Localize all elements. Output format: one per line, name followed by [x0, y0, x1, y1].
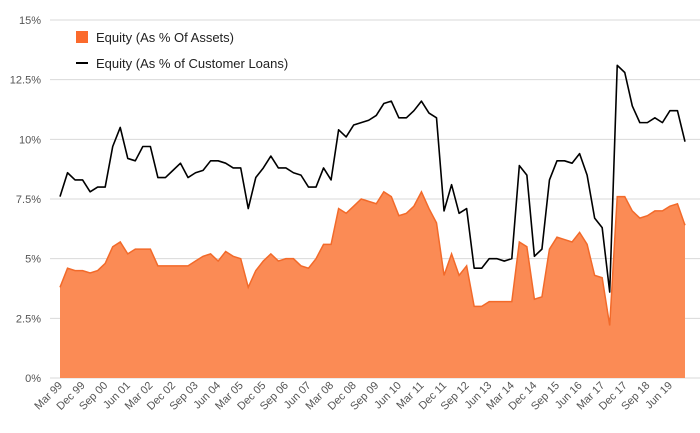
area-edge-equity-assets [59, 190, 686, 326]
area-equity-assets [60, 191, 685, 378]
legend-item-equity-loans: Equity (As % of Customer Loans) [76, 53, 288, 73]
legend-swatch-line [76, 62, 88, 64]
y-tick-label: 0% [25, 373, 41, 385]
legend-label-equity-assets: Equity (As % Of Assets) [96, 29, 234, 45]
line-series [59, 64, 686, 293]
legend: Equity (As % Of Assets) Equity (As % of … [76, 27, 288, 79]
y-tick-label: 10% [19, 134, 41, 146]
y-tick-label: 2.5% [16, 313, 41, 325]
legend-swatch-area [76, 31, 88, 43]
area-series [59, 190, 686, 378]
legend-item-equity-assets: Equity (As % Of Assets) [76, 27, 288, 47]
y-tick-label: 15% [19, 15, 41, 27]
y-tick-label: 7.5% [16, 194, 41, 206]
legend-label-equity-loans: Equity (As % of Customer Loans) [96, 55, 289, 71]
y-axis-ticks: 0% 2.5% 5% 7.5% 10% 12.5% 15% [10, 15, 41, 385]
y-tick-label: 5% [25, 254, 41, 266]
y-tick-label: 12.5% [10, 75, 41, 87]
line-equity-loans [59, 64, 686, 293]
